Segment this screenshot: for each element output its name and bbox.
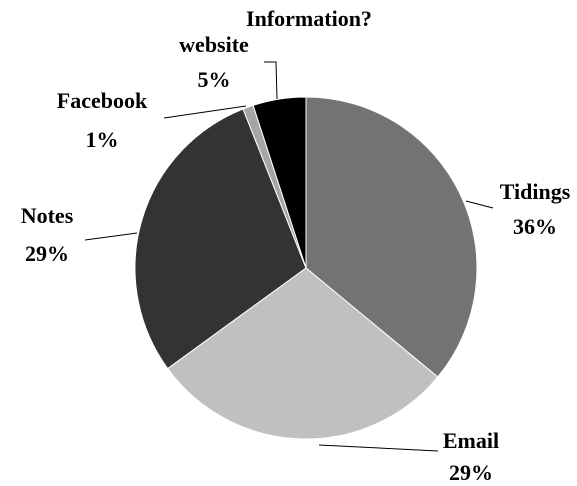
slice-email (166, 267, 439, 440)
slice-notes (134, 108, 307, 370)
leader-email (318, 444, 439, 452)
label-notes-name: Notes (21, 203, 74, 228)
label-tidings-name: Tidings (500, 179, 571, 204)
leader-tidings (465, 200, 494, 209)
leader-facebook (163, 105, 247, 119)
label-notes-value: 29% (25, 241, 69, 266)
label-website-value: 5% (198, 67, 231, 92)
label-email-value: 29% (449, 460, 493, 485)
slice-website (252, 96, 307, 269)
label-email-name: Email (443, 428, 499, 453)
slice-tidings (305, 96, 478, 378)
pie-slices (134, 96, 478, 440)
leader-lines (84, 61, 494, 452)
label-website-name: Information? (246, 6, 372, 31)
label-facebook-name: Facebook (57, 88, 148, 113)
leader-website (264, 61, 278, 100)
label-tidings-value: 36% (513, 214, 557, 239)
label-website-name-line2: website (179, 32, 249, 57)
leader-notes (84, 232, 138, 241)
label-facebook-value: 1% (86, 127, 119, 152)
